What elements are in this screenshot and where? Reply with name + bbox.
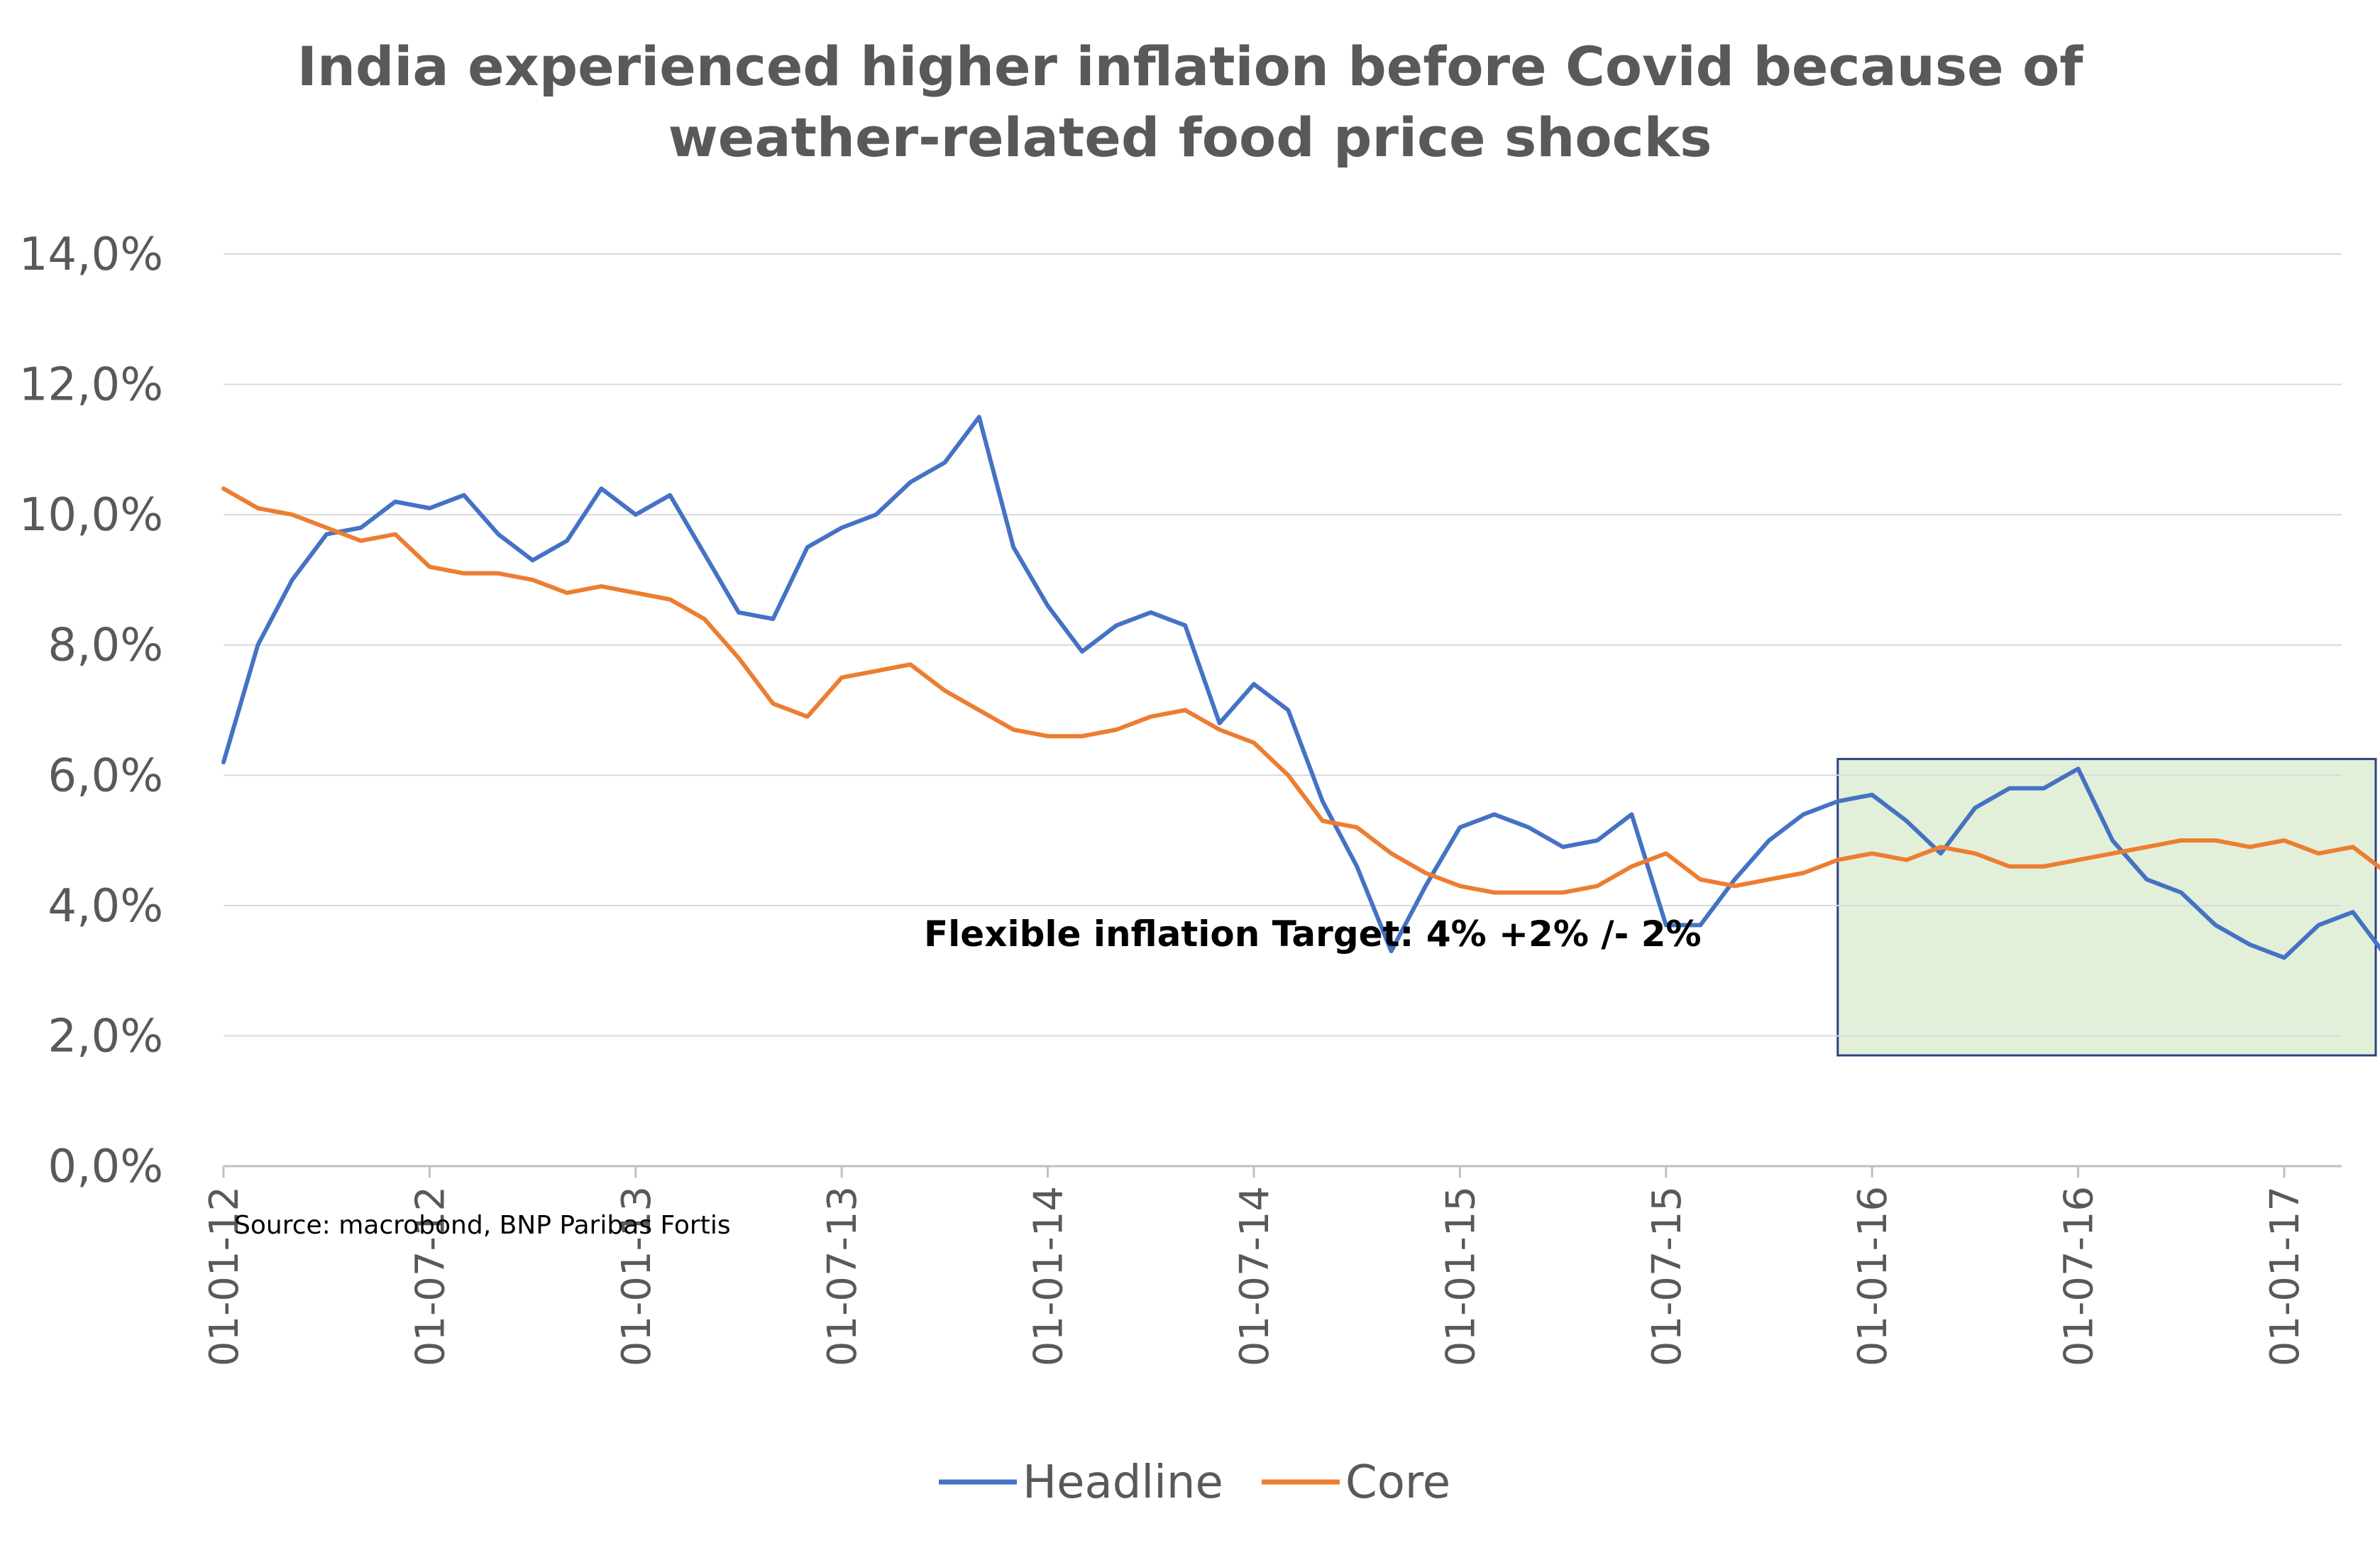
- x-tick-label: 01-07-13: [820, 1186, 866, 1366]
- x-tick-label: 01-01-12: [202, 1186, 248, 1366]
- source-note: Source: macrobond, BNP Paribas Fortis: [234, 1211, 731, 1240]
- x-tick-label: 01-01-17: [2262, 1186, 2308, 1366]
- y-tick-label: 12,0%: [19, 359, 163, 412]
- x-tick-label: 01-01-16: [1850, 1186, 1896, 1366]
- y-tick-label: 6,0%: [48, 750, 163, 802]
- x-tick-label: 01-01-15: [1438, 1186, 1484, 1366]
- chart-title-line: India experienced higher inflation befor…: [297, 35, 2084, 98]
- target-band-rect: [1836, 757, 2377, 1057]
- x-tick-label: 01-07-14: [1232, 1186, 1278, 1366]
- target-band: [1836, 757, 2377, 1057]
- y-tick-label: 4,0%: [48, 880, 163, 933]
- y-axis: 0,0% 2,0% 4,0% 6,0% 8,0% 10,0% 12,0% 14,0%: [19, 229, 163, 1193]
- y-tick-label: 2,0%: [48, 1010, 163, 1063]
- x-tick-label: 01-07-15: [1644, 1186, 1690, 1366]
- legend-label-core: Core: [1345, 1456, 1450, 1509]
- annotations: Flexible inflation Target: 4% +2% /- 2% S…: [234, 913, 1702, 1240]
- series-line-core: [221, 486, 2380, 895]
- y-tick-label: 10,0%: [19, 489, 163, 542]
- chart-title-line: weather-related food price shocks: [668, 106, 1712, 169]
- y-tick-label: 0,0%: [48, 1141, 163, 1193]
- y-tick-label: 14,0%: [19, 229, 163, 281]
- legend: Headline Core: [939, 1456, 1450, 1509]
- chart-title: India experienced higher inflation befor…: [297, 35, 2084, 169]
- legend-label-headline: Headline: [1023, 1456, 1223, 1509]
- series-lines: [221, 415, 2380, 960]
- x-tick-label: 01-01-13: [614, 1186, 660, 1366]
- x-axis: 01-01-12 01-07-12 01-01-13 01-07-13 01-01-14…: [202, 1165, 2342, 1366]
- y-tick-label: 8,0%: [48, 620, 163, 672]
- series-line-headline: [221, 415, 2380, 960]
- x-tick-label: 01-07-16: [2056, 1186, 2103, 1366]
- x-tick-label: 01-07-12: [407, 1186, 453, 1366]
- x-tick-label: 01-01-14: [1026, 1186, 1072, 1366]
- target-band-label: Flexible inflation Target: 4% +2% /- 2%: [924, 913, 1702, 955]
